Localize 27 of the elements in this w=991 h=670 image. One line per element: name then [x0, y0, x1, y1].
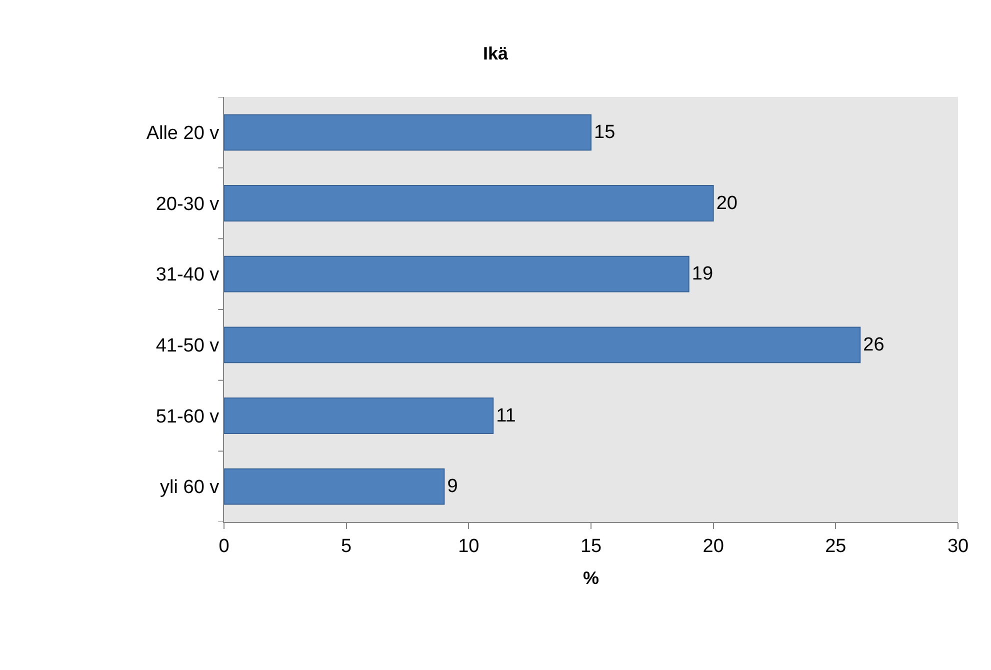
- data-label: 11: [496, 405, 516, 426]
- x-tick-label: 0: [218, 536, 230, 557]
- data-label: 9: [447, 476, 458, 498]
- x-tick-label: 15: [580, 536, 602, 557]
- y-tick-label: 41-50 v: [156, 336, 220, 357]
- y-tick-label: 51-60 v: [156, 406, 220, 428]
- x-tick-label: 25: [825, 536, 846, 557]
- bar: [224, 398, 494, 434]
- bar: [224, 185, 714, 222]
- bar: [224, 468, 445, 505]
- data-label: 15: [594, 122, 616, 143]
- bar: [224, 256, 690, 292]
- x-tick-label: 10: [458, 536, 480, 557]
- y-tick-label: 31-40 v: [156, 264, 220, 286]
- y-tick-label: 20-30 v: [156, 194, 220, 215]
- bar: [224, 114, 592, 151]
- bar: [224, 326, 861, 364]
- x-tick-label: 20: [702, 536, 724, 557]
- data-label: 26: [863, 334, 884, 356]
- y-tick-label: Alle 20 v: [146, 123, 220, 144]
- x-tick-label: 30: [947, 536, 969, 557]
- x-axis-title: %: [582, 568, 600, 588]
- y-tick-label: yli 60 v: [160, 477, 220, 498]
- chart-title: Ikä: [482, 44, 509, 64]
- data-label: 19: [692, 264, 714, 285]
- x-tick-label: 5: [341, 536, 352, 557]
- data-label: 20: [716, 192, 738, 214]
